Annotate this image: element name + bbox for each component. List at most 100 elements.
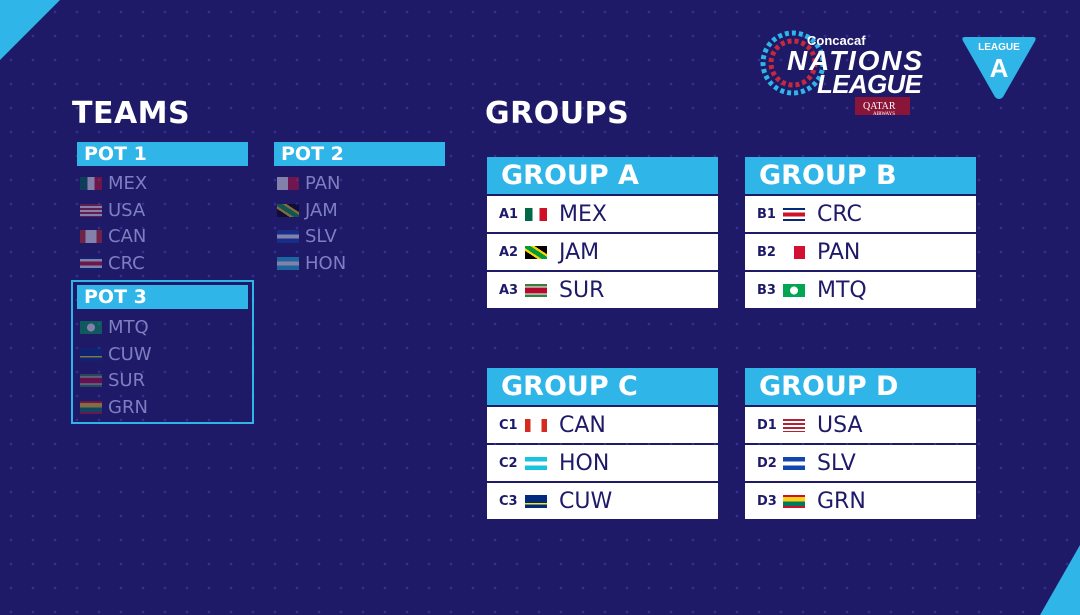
team-code: PAN bbox=[817, 239, 861, 265]
slot-label: B3 bbox=[757, 282, 776, 298]
team-code: MTQ bbox=[108, 317, 149, 338]
team-code: CUW bbox=[108, 343, 152, 365]
team-code: SUR bbox=[108, 370, 146, 391]
team-code: GRN bbox=[108, 396, 148, 418]
sur-flag-icon bbox=[525, 283, 547, 297]
team-code: CUW bbox=[559, 488, 613, 514]
svg-text:LEAGUE: LEAGUE bbox=[978, 42, 1020, 53]
slot-label: D1 bbox=[757, 417, 777, 433]
group-slot-row: D3 GRN bbox=[745, 483, 976, 519]
team-code: HON bbox=[305, 252, 347, 274]
svg-text:NATIONS: NATIONS bbox=[787, 45, 922, 76]
group-header: GROUP B bbox=[745, 157, 976, 194]
pot-team: SUR bbox=[80, 370, 145, 391]
slot-label: D3 bbox=[757, 493, 777, 509]
pot-header: POT 2 bbox=[274, 142, 445, 166]
pot-team: CAN bbox=[80, 226, 146, 247]
team-code: GRN bbox=[817, 488, 866, 514]
pan-flag-icon bbox=[783, 245, 805, 259]
nations-league-logo: Concacaf NATIONS LEAGUE QATAR AIRWAYS bbox=[760, 30, 923, 117]
crc-flag-icon bbox=[783, 207, 805, 221]
slot-label: C3 bbox=[499, 493, 518, 509]
mtq-flag-icon bbox=[783, 283, 805, 297]
mex-flag-icon bbox=[525, 207, 547, 221]
team-code: CAN bbox=[108, 226, 147, 247]
team-code: CAN bbox=[559, 412, 606, 438]
pot-team: USA bbox=[80, 200, 145, 221]
team-code: SLV bbox=[817, 450, 856, 476]
grn-flag-icon bbox=[80, 400, 102, 414]
team-code: SLV bbox=[305, 226, 337, 247]
group-c: GROUP C C1 CAN C2 HON C3 CUW bbox=[487, 368, 718, 519]
group-d: GROUP D D1 USA D2 SLV D3 GRN bbox=[745, 368, 976, 519]
hon-flag-icon bbox=[525, 456, 547, 470]
pan-flag-icon bbox=[277, 177, 299, 190]
pot-team: HON bbox=[277, 253, 346, 274]
group-slot-row: A3 SUR bbox=[487, 272, 718, 308]
corner-accent bbox=[0, 0, 60, 60]
slot-label: A3 bbox=[499, 282, 519, 298]
can-flag-icon bbox=[525, 418, 547, 432]
groups-title: GROUPS bbox=[485, 96, 630, 131]
crc-flag-icon bbox=[80, 256, 102, 270]
slot-label: B2 bbox=[757, 244, 776, 260]
grn-flag-icon bbox=[783, 494, 805, 508]
svg-text:QATAR: QATAR bbox=[863, 101, 896, 112]
mex-flag-icon bbox=[80, 177, 102, 190]
usa-flag-icon bbox=[783, 418, 805, 432]
slot-label: B1 bbox=[757, 206, 776, 222]
group-slot-row: B3 MTQ bbox=[745, 272, 976, 308]
pot-team: SLV bbox=[277, 226, 337, 247]
sur-flag-icon bbox=[80, 374, 102, 387]
group-slot-row: A2 JAM bbox=[487, 234, 718, 270]
slot-label: C1 bbox=[499, 417, 518, 433]
group-header: GROUP C bbox=[487, 368, 718, 405]
team-code: CRC bbox=[108, 252, 145, 274]
group-b: GROUP B B1 CRC B2 PAN B3 MTQ bbox=[745, 157, 976, 308]
group-slot-row: D1 USA bbox=[745, 407, 976, 443]
group-slot-row: B2 PAN bbox=[745, 234, 976, 270]
team-code: HON bbox=[559, 450, 610, 476]
svg-text:LEAGUE: LEAGUE bbox=[817, 69, 923, 99]
group-slot-row: C3 CUW bbox=[487, 483, 718, 519]
team-code: MEX bbox=[559, 201, 607, 227]
can-flag-icon bbox=[80, 230, 102, 243]
group-slot-row: C2 HON bbox=[487, 445, 718, 481]
slv-flag-icon bbox=[783, 456, 805, 470]
team-code: USA bbox=[108, 199, 146, 221]
league-a-badge: LEAGUE A bbox=[962, 37, 1036, 99]
team-code: SUR bbox=[559, 277, 605, 303]
team-code: JAM bbox=[305, 199, 338, 221]
mtq-flag-icon bbox=[80, 321, 102, 334]
pot-team: MTQ bbox=[80, 317, 149, 338]
group-slot-row: C1 CAN bbox=[487, 407, 718, 443]
slot-label: D2 bbox=[757, 455, 777, 471]
pot-team: CRC bbox=[80, 253, 145, 274]
pot-header: POT 1 bbox=[77, 142, 248, 166]
corner-accent bbox=[1040, 545, 1080, 615]
pot-team: MEX bbox=[80, 173, 147, 194]
group-header: GROUP A bbox=[487, 157, 718, 194]
svg-text:AIRWAYS: AIRWAYS bbox=[873, 112, 895, 117]
pot-3-highlight bbox=[71, 280, 254, 424]
usa-flag-icon bbox=[80, 203, 102, 217]
pot-team: CUW bbox=[80, 344, 152, 365]
group-header: GROUP D bbox=[745, 368, 976, 405]
group-slot-row: B1 CRC bbox=[745, 196, 976, 232]
team-code: USA bbox=[817, 412, 863, 438]
pot-team: PAN bbox=[277, 173, 340, 194]
svg-text:A: A bbox=[990, 53, 1009, 83]
group-slot-row: D2 SLV bbox=[745, 445, 976, 481]
team-code: MEX bbox=[108, 173, 148, 194]
pot-team: JAM bbox=[277, 200, 338, 221]
team-code: PAN bbox=[305, 173, 341, 194]
slot-label: C2 bbox=[499, 455, 518, 471]
slot-label: A1 bbox=[499, 206, 519, 222]
team-code: CRC bbox=[817, 201, 862, 227]
pot-header: POT 3 bbox=[77, 285, 248, 309]
group-a: GROUP A A1 MEX A2 JAM A3 SUR bbox=[487, 157, 718, 308]
cuw-flag-icon bbox=[525, 494, 547, 508]
slot-label: A2 bbox=[499, 244, 519, 260]
jam-flag-icon bbox=[525, 245, 547, 259]
group-slot-row: A1 MEX bbox=[487, 196, 718, 232]
